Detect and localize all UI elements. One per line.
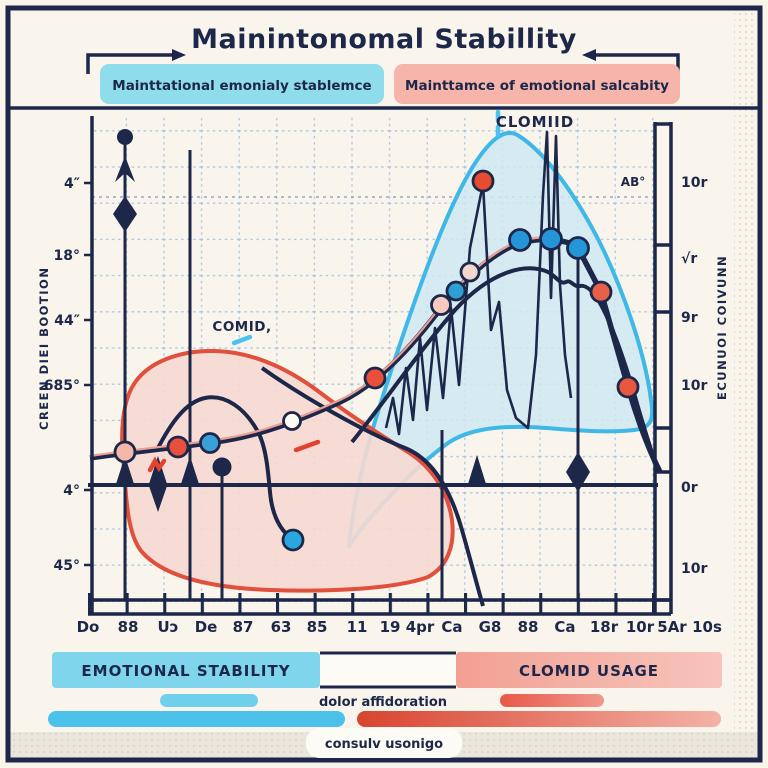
x-axis-ticks: Do 88 Uɔ De 87 63 85 11 19 4pr Ca G8 88 … bbox=[77, 618, 722, 636]
right-margin-texture bbox=[734, 12, 756, 756]
y-tick-label: 9r bbox=[681, 310, 698, 326]
y-tick-label: √r bbox=[681, 251, 697, 267]
x-tick-label: 88 bbox=[518, 618, 539, 636]
data-point-pink bbox=[113, 440, 137, 464]
x-tick-label: De bbox=[195, 618, 218, 636]
left-axis-ticks bbox=[84, 181, 92, 567]
down-arrow-marker bbox=[149, 486, 167, 512]
chevron-marker bbox=[115, 156, 135, 182]
y-axis-left-title: CREEN DIEI BOOTION bbox=[37, 267, 51, 430]
dot-marker bbox=[212, 457, 232, 477]
legend-box-blue bbox=[100, 64, 384, 104]
x-tick-label: 10s bbox=[692, 618, 722, 636]
data-point-red bbox=[616, 375, 640, 399]
bottom-legend-blue-label: EMOTIONAL STABILITY bbox=[81, 662, 290, 680]
x-tick-label: 63 bbox=[271, 618, 292, 636]
bottom-legend-mid-box bbox=[320, 651, 456, 689]
right-axis-ladder bbox=[653, 122, 673, 614]
x-tick-label: 18r bbox=[590, 618, 619, 636]
small-red-pill bbox=[500, 694, 604, 707]
mid-note-label: dolor affidoration bbox=[319, 695, 447, 710]
x-tick-label: Do bbox=[77, 618, 100, 636]
outer-frame bbox=[5, 5, 763, 763]
x-tick-label: 11 bbox=[347, 618, 368, 636]
y-tick-label: 44″ bbox=[54, 313, 80, 329]
volatility-zigzag-line bbox=[384, 130, 573, 436]
x-tick-label: 85 bbox=[307, 618, 328, 636]
data-point-open bbox=[282, 411, 302, 431]
y-tick-label: 10r bbox=[681, 378, 707, 394]
data-point-red bbox=[166, 435, 190, 459]
x-tick-label: 87 bbox=[233, 618, 254, 636]
clomid-top-label: CLOMIID bbox=[496, 113, 574, 131]
data-point-blue bbox=[445, 280, 467, 302]
small-blue-pill bbox=[160, 694, 258, 707]
x-tick-label: 88 bbox=[118, 618, 139, 636]
cyan-dash-marks bbox=[231, 109, 501, 346]
y-axis-left-ticks: 4″ 18° 44″ 685° 4° 45° bbox=[44, 176, 80, 574]
ab-corner-label: AB° bbox=[621, 175, 645, 189]
up-triangle-marker bbox=[468, 455, 486, 484]
data-point-red bbox=[589, 280, 613, 304]
y-tick-label: 4″ bbox=[64, 176, 80, 192]
comid-mid-label: COMID, bbox=[212, 319, 271, 335]
y-tick-label: 685° bbox=[44, 378, 80, 394]
data-point-blue bbox=[199, 432, 221, 454]
y-axis-right-ticks: 10r √r 9r 10r 0r 10r bbox=[681, 175, 707, 577]
bottom-legend-blue-bar bbox=[52, 652, 320, 688]
y-tick-label: 4° bbox=[63, 483, 80, 499]
data-point-blue bbox=[508, 228, 532, 252]
data-point-blue bbox=[539, 227, 563, 251]
y-tick-label: 0r bbox=[681, 480, 698, 496]
data-point-lightpink bbox=[430, 294, 452, 316]
long-blue-bar bbox=[48, 711, 345, 727]
x-tick-label: Ca bbox=[441, 618, 462, 636]
left-pole-markers bbox=[113, 129, 137, 232]
y-tick-label: 10r bbox=[681, 175, 707, 191]
y-tick-label: 45° bbox=[54, 558, 80, 574]
legend-box-pink-label: Mainttamce of emotional salcabity bbox=[405, 78, 669, 94]
data-point-palepink bbox=[459, 261, 481, 283]
title-arrow-left bbox=[86, 49, 186, 74]
descending-s-curve bbox=[260, 366, 485, 607]
bottom-axis-ladder bbox=[88, 593, 671, 616]
data-point-red bbox=[363, 366, 387, 390]
legend-box-pink bbox=[394, 64, 680, 104]
diamond-marker bbox=[113, 196, 137, 232]
x-tick-label: 4pr bbox=[406, 618, 435, 636]
red-accent-marks bbox=[147, 439, 321, 473]
data-points bbox=[113, 169, 640, 552]
data-point-red bbox=[471, 169, 495, 193]
y-tick-label: 10r bbox=[681, 561, 707, 577]
footer-note-pill bbox=[306, 728, 462, 758]
data-point-blue bbox=[281, 528, 305, 552]
y-axis-right-title: ECUNUOI COIVUNN bbox=[715, 255, 729, 400]
x-tick-label: Ca bbox=[554, 618, 575, 636]
x-tick-label: 10r bbox=[626, 618, 655, 636]
y-tick-label: 18° bbox=[54, 248, 80, 264]
smooth-secondary-hump bbox=[350, 266, 660, 473]
circle-marker bbox=[117, 129, 133, 145]
diamond-marker bbox=[566, 452, 590, 492]
legend-box-blue-label: Mainttational emonialy stablemce bbox=[112, 78, 371, 94]
x-tick-label: 5Ar bbox=[657, 618, 687, 636]
footer-note-label: consulv usonigo bbox=[325, 737, 443, 752]
long-red-bar bbox=[357, 711, 721, 727]
up-arrow-marker bbox=[181, 456, 199, 484]
up-arrow-marker bbox=[116, 456, 134, 484]
page-title: Mainintonomal Stabillity bbox=[191, 24, 577, 55]
bottom-legend-pink-bar bbox=[456, 652, 722, 688]
x-tick-label: Uɔ bbox=[157, 618, 178, 636]
x-tick-label: 19 bbox=[380, 618, 401, 636]
midline-markers bbox=[116, 452, 590, 512]
x-tick-label: G8 bbox=[479, 618, 502, 636]
bottom-legend-pink-label: CLOMID USAGE bbox=[519, 662, 659, 680]
data-point-blue bbox=[566, 236, 590, 260]
